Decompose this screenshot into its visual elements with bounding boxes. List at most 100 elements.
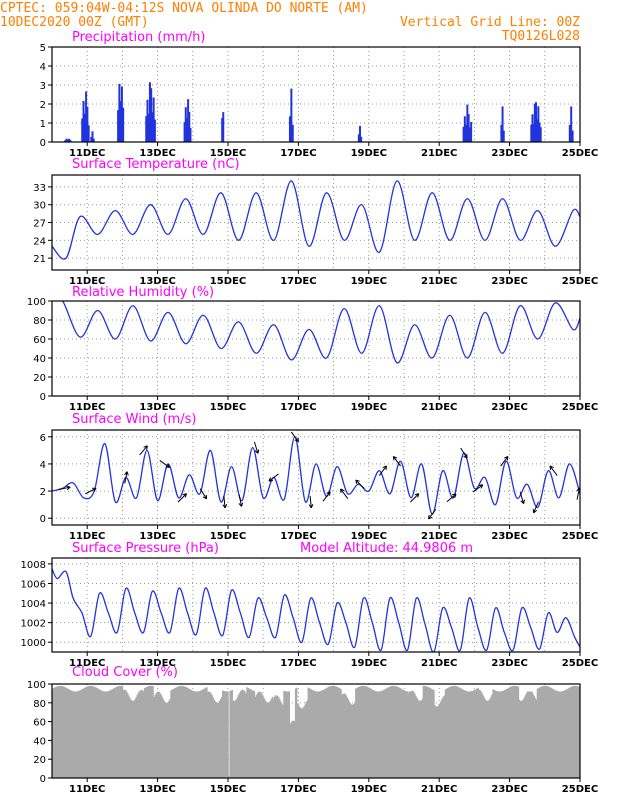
cloud-bar [231, 689, 233, 778]
precip-bar [500, 124, 503, 142]
cloud-bar [145, 687, 148, 778]
cloud-bar [237, 694, 240, 778]
press-xtick-label: 15DEC [210, 658, 246, 669]
cloud-bar [288, 691, 290, 778]
precip-bar [65, 138, 68, 142]
precip-bar [222, 112, 225, 142]
cloud-bar [479, 690, 482, 778]
cloud-bar [495, 690, 497, 778]
cloud-bar [333, 686, 336, 778]
cloud-bar [452, 685, 454, 778]
precip-bar [290, 88, 293, 142]
cloud-bar [438, 704, 440, 778]
cloud-bar [554, 690, 557, 778]
cloud-bar [551, 688, 553, 778]
cloud-bar [362, 685, 364, 778]
cloud-bar [471, 691, 473, 778]
precip-bar [68, 138, 71, 142]
cloud-bar [201, 689, 204, 778]
cloud-bar [135, 697, 137, 778]
cloud-bar [398, 687, 400, 778]
cloud-bar [478, 689, 481, 778]
cloud-bar [517, 686, 520, 778]
wind-arrow [223, 495, 226, 508]
wind-arrow-head [222, 504, 228, 509]
rh-xtick-label: 21DEC [421, 402, 457, 413]
cloud-bar [225, 691, 227, 778]
cloud-bar [488, 700, 490, 778]
cloud-bar [216, 702, 219, 778]
cloud-bar [229, 690, 231, 778]
wind-arrow-head [202, 494, 208, 500]
cloud-bar [509, 687, 511, 778]
cloud-bar [350, 704, 353, 778]
cloud-xtick-label: 13DEC [139, 784, 175, 795]
rh-xtick-label: 25DEC [562, 402, 598, 413]
cloud-bar [379, 691, 381, 778]
cloud-bar [418, 700, 420, 778]
cloud-bar [312, 690, 315, 778]
header-location: CPTEC: 059:04W-04:12S NOVA OLINDA DO NOR… [0, 1, 368, 16]
cloud-bar [310, 689, 313, 778]
cloud-bar [548, 686, 550, 778]
cloud-bar [483, 698, 486, 778]
cloud-bar [96, 688, 98, 778]
cloud-bar [309, 688, 312, 778]
cloud-bar [539, 687, 542, 778]
cloud-bar [174, 687, 176, 778]
rh-ytick-label: 80 [33, 316, 46, 327]
cloud-bar [244, 691, 246, 778]
cloud-bar [371, 689, 374, 778]
cloud-bar [354, 702, 356, 778]
cloud-bar [207, 691, 209, 778]
wind-arrow [85, 487, 97, 495]
cloud-bar [521, 700, 524, 778]
temp-ytick-label: 21 [33, 254, 46, 265]
cloud-bar [514, 685, 516, 778]
cloud-bar [271, 696, 274, 778]
cloud-bar [228, 776, 230, 778]
cloud-bar [218, 700, 221, 778]
cloud-bar [395, 686, 397, 778]
cloud-bar [233, 700, 236, 778]
cloud-bar [567, 688, 569, 778]
rh-xtick-label: 13DEC [139, 402, 175, 413]
precip-bar [91, 131, 94, 142]
cloud-bar [118, 686, 120, 778]
cloud-bar [131, 700, 133, 778]
cloud-bar [173, 688, 175, 778]
cloud-bar [349, 703, 352, 778]
cloud-bar [541, 686, 544, 778]
cloud-bar [156, 691, 158, 778]
header-grid-note: Vertical Grid Line: 00Z [400, 15, 580, 30]
cloud-bar [374, 690, 376, 778]
rh-xtick-label: 11DEC [69, 402, 105, 413]
temp-frame [51, 174, 581, 271]
cloud-bar [251, 690, 254, 778]
cloud-bar [368, 687, 371, 778]
cloud-bar [224, 691, 226, 778]
cloud-bar [436, 706, 438, 778]
cloud-bar [345, 695, 348, 778]
cloud-bar [363, 685, 365, 778]
rh-plot [52, 301, 580, 364]
cloud-bar [71, 690, 73, 778]
cloud-bar [141, 690, 144, 778]
press-ytick-label: 1008 [21, 560, 46, 571]
wind-arrow [238, 494, 242, 507]
cloud-bar [273, 696, 276, 778]
cloud-bar [573, 685, 576, 778]
precip-bar [571, 130, 574, 142]
cloud-bar [117, 686, 119, 778]
cloud-bar [481, 693, 484, 778]
press-subtitle: Model Altitude: 44.9806 m [300, 541, 473, 556]
cloud-ytick-label: 0 [40, 774, 46, 785]
rh-ytick-label: 40 [33, 354, 46, 365]
cloud-bar [394, 685, 396, 778]
cloud-bar [365, 686, 368, 778]
wind-arrow-head [478, 484, 484, 489]
cloud-bar [563, 690, 565, 778]
cloud-ytick-label: 100 [27, 680, 46, 691]
wind-arrow-head [355, 479, 360, 485]
cloud-bar [516, 686, 519, 778]
